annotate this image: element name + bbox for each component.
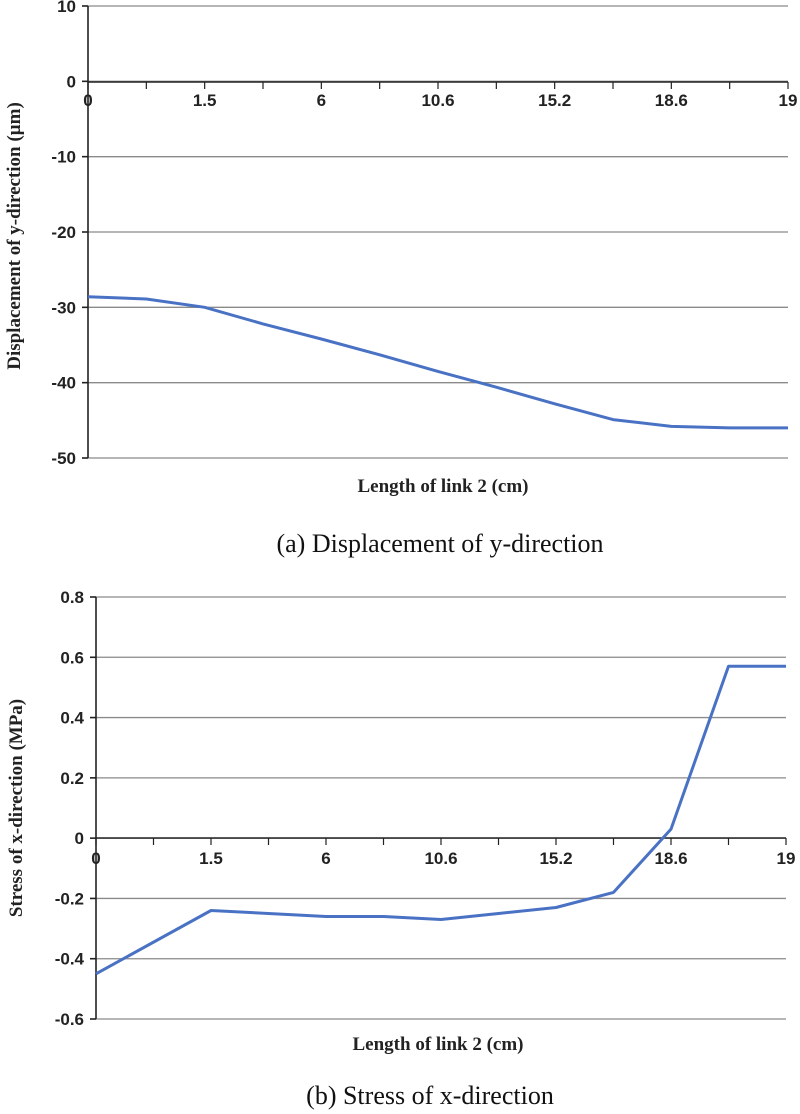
chart-b-caption: (b) Stress of x-direction bbox=[306, 1081, 554, 1110]
chart-b-y-tick-label: -0.4 bbox=[55, 950, 85, 969]
chart-a-series-line bbox=[87, 295, 788, 430]
chart-a-y-tick-label: -20 bbox=[51, 223, 76, 242]
chart-b-y-axis-label: Stress of x-direction (MPa) bbox=[6, 699, 27, 917]
chart-a-y-axis-label: Displacement of y-direction (µm) bbox=[4, 102, 25, 370]
chart-a-x-ticks: 0 1.5 6 10.6 15.2 18.6 19 bbox=[83, 82, 797, 110]
chart-b-x-tick-label: 18.6 bbox=[654, 849, 687, 868]
chart-b-y-tick-label: 0.8 bbox=[60, 588, 84, 607]
chart-a-x-tick-label: 6 bbox=[317, 91, 326, 110]
chart-b-y-tick-label: 0.4 bbox=[60, 709, 84, 728]
chart-b-y-ticks: 0.8 0.6 0.4 0.2 0 -0.2 -0.4 -0.6 bbox=[55, 588, 96, 1029]
chart-a-y-tick-label: -30 bbox=[51, 298, 76, 317]
chart-b-x-tick-label: 15.2 bbox=[539, 849, 572, 868]
chart-b-axes bbox=[95, 597, 786, 1019]
chart-b: 0.8 0.6 0.4 0.2 0 -0.2 -0.4 -0.6 0 1.5 6 10.6 15.2 1… bbox=[6, 588, 795, 1110]
chart-a-y-tick-label: -10 bbox=[51, 148, 76, 167]
chart-b-x-ticks: 0 1.5 6 10.6 15.2 18.6 19 bbox=[91, 838, 795, 868]
chart-a-x-tick-label: 1.5 bbox=[193, 91, 217, 110]
chart-b-series bbox=[95, 664, 786, 976]
chart-b-gridlines bbox=[96, 596, 786, 1020]
chart-b-x-tick-label: 0 bbox=[91, 849, 100, 868]
chart-b-y-tick-label: -0.2 bbox=[55, 889, 84, 908]
chart-a-x-tick-label: 18.6 bbox=[655, 91, 688, 110]
chart-a-y-tick-label: 10 bbox=[57, 0, 76, 16]
chart-b-y-tick-label: 0.6 bbox=[60, 648, 84, 667]
chart-a-y-tick-label: 0 bbox=[67, 72, 76, 91]
chart-b-x-axis-label: Length of link 2 (cm) bbox=[353, 1034, 524, 1055]
chart-a-x-tick-label: 0 bbox=[83, 91, 92, 110]
chart-b-y-tick-label: 0 bbox=[75, 829, 84, 848]
chart-a: 10 0 -10 -20 -30 -40 -50 0 1.5 6 10.6 15.2 18.6 19 L… bbox=[4, 0, 797, 558]
chart-a-y-tick-label: -50 bbox=[51, 449, 76, 468]
chart-a-x-tick-label: 15.2 bbox=[538, 91, 571, 110]
chart-a-x-tick-label: 19 bbox=[779, 91, 798, 110]
chart-a-caption: (a) Displacement of y-direction bbox=[276, 529, 603, 558]
chart-a-y-ticks: 10 0 -10 -20 -30 -40 -50 bbox=[51, 0, 88, 468]
chart-b-x-tick-label: 6 bbox=[321, 849, 330, 868]
chart-b-y-tick-label: -0.6 bbox=[55, 1010, 84, 1029]
chart-b-x-tick-label: 1.5 bbox=[199, 849, 223, 868]
chart-b-y-tick-label: 0.2 bbox=[60, 769, 84, 788]
chart-b-series-line bbox=[95, 664, 786, 976]
chart-a-series bbox=[87, 295, 788, 430]
chart-a-x-tick-label: 10.6 bbox=[421, 91, 454, 110]
chart-a-x-axis-label: Length of link 2 (cm) bbox=[358, 476, 529, 497]
chart-a-y-tick-label: -40 bbox=[51, 374, 76, 393]
chart-b-x-tick-label: 10.6 bbox=[424, 849, 457, 868]
chart-b-x-tick-label: 19 bbox=[777, 849, 796, 868]
chart-a-gridlines bbox=[88, 5, 788, 459]
